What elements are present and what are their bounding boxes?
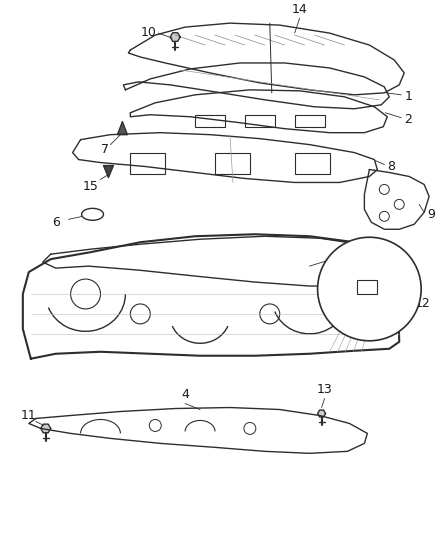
- Polygon shape: [170, 33, 180, 42]
- Text: 12: 12: [414, 297, 430, 310]
- Text: 13: 13: [317, 383, 332, 395]
- Polygon shape: [131, 90, 387, 133]
- Text: 4: 4: [181, 387, 189, 401]
- Circle shape: [318, 237, 421, 341]
- Bar: [131, 152, 165, 174]
- Text: 1: 1: [404, 90, 412, 103]
- Text: 2: 2: [404, 113, 412, 126]
- Text: 15: 15: [83, 180, 99, 193]
- Text: 7: 7: [102, 143, 110, 156]
- Polygon shape: [103, 166, 113, 177]
- Polygon shape: [364, 169, 429, 229]
- Polygon shape: [344, 276, 387, 299]
- Text: 5: 5: [329, 256, 338, 269]
- Polygon shape: [73, 133, 378, 182]
- Text: 3: 3: [389, 276, 397, 288]
- Polygon shape: [128, 23, 404, 95]
- Polygon shape: [117, 122, 127, 135]
- Bar: [195, 115, 225, 127]
- Polygon shape: [41, 424, 51, 433]
- Text: 5: 5: [328, 256, 336, 269]
- Bar: [245, 115, 275, 127]
- Text: 10: 10: [140, 26, 156, 38]
- Text: 9: 9: [427, 208, 435, 221]
- Text: 6: 6: [52, 216, 60, 229]
- Bar: [295, 152, 329, 174]
- Text: 11: 11: [21, 409, 37, 422]
- Bar: [215, 152, 250, 174]
- Bar: [295, 115, 325, 127]
- Bar: [357, 280, 378, 294]
- Text: 8: 8: [387, 160, 396, 173]
- Text: 14: 14: [292, 3, 307, 16]
- Polygon shape: [29, 408, 367, 454]
- Polygon shape: [318, 410, 325, 417]
- Polygon shape: [43, 236, 389, 286]
- Polygon shape: [124, 63, 389, 109]
- Polygon shape: [23, 234, 399, 359]
